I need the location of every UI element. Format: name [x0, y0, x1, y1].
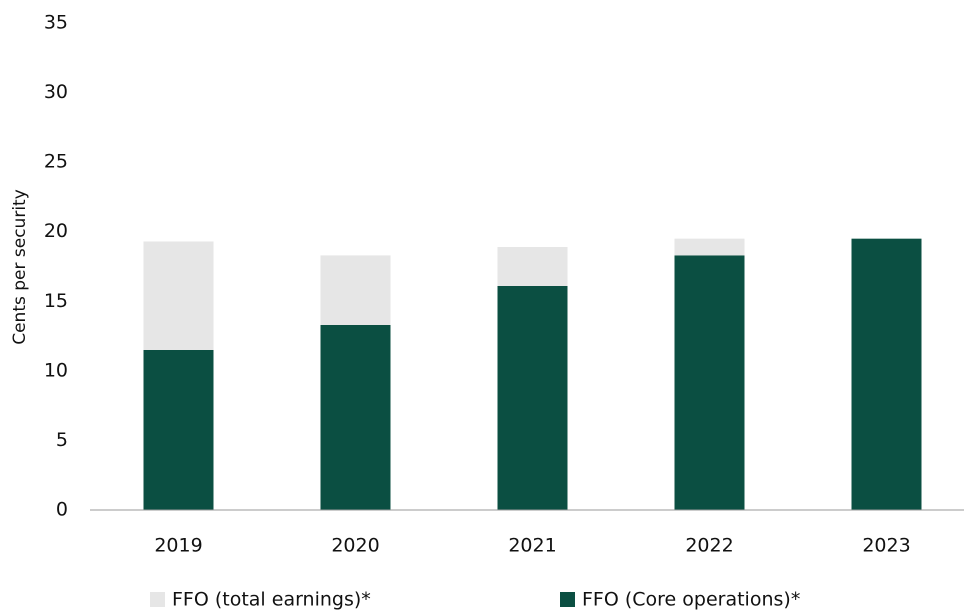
x-tick-label: 2020: [331, 535, 379, 557]
x-tick-label: 2023: [862, 535, 910, 557]
x-tick-label: 2019: [154, 535, 202, 557]
y-tick-label: 10: [44, 359, 68, 381]
y-tick-label: 15: [44, 290, 68, 312]
x-tick-label: 2022: [685, 535, 733, 557]
bar-segment: [497, 285, 568, 510]
bar-segment: [143, 241, 214, 350]
y-tick-label: 0: [56, 499, 68, 521]
legend-label: FFO (total earnings)*: [172, 589, 371, 611]
legend-label: FFO (Core operations)*: [582, 589, 800, 611]
bar-segment: [320, 324, 391, 510]
bar-segment: [851, 238, 922, 510]
x-tick-label: 2021: [508, 535, 556, 557]
y-tick-label: 35: [44, 12, 68, 34]
y-tick-label: 5: [56, 429, 68, 451]
y-axis-title: Cents per security: [10, 189, 30, 345]
y-tick-label: 20: [44, 220, 68, 242]
bar-segment: [674, 255, 745, 510]
bar-segment: [320, 255, 391, 325]
y-tick-label: 25: [44, 151, 68, 173]
bar-segment: [674, 238, 745, 256]
legend-swatch: [560, 592, 575, 607]
bar-segment: [143, 349, 214, 510]
bar-segment: [497, 247, 568, 286]
legend-swatch: [150, 592, 165, 607]
y-tick-label: 30: [44, 81, 68, 103]
